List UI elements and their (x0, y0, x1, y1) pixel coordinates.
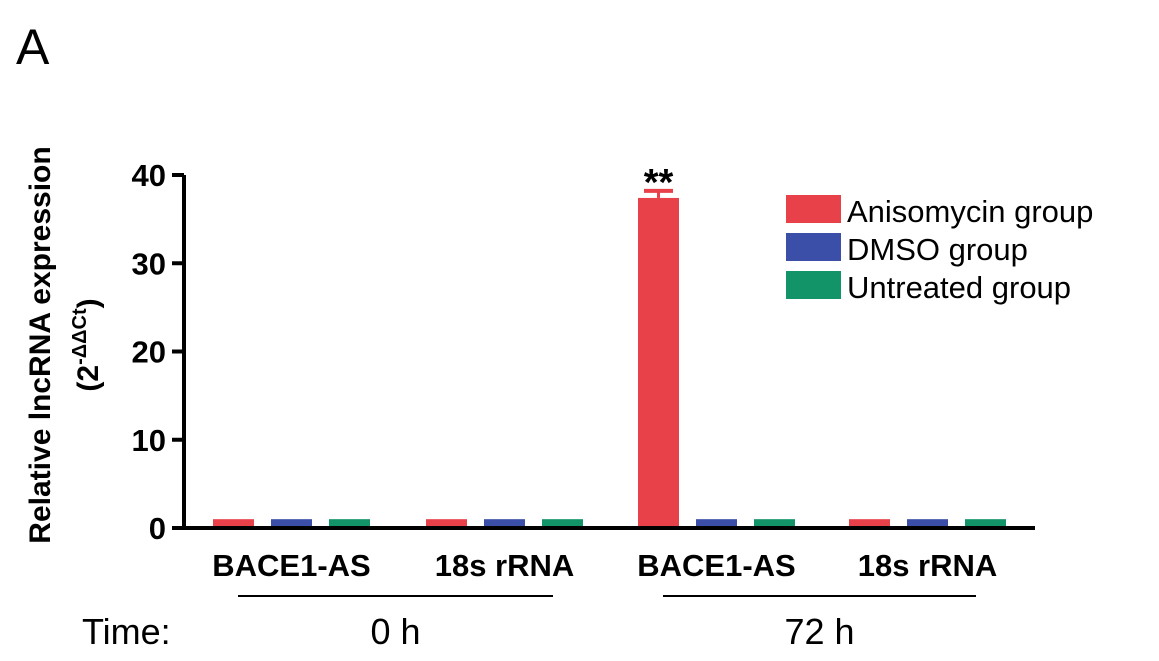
y-axis-unit-base: (2 (72, 365, 105, 392)
time-group-label: 72 h (784, 611, 854, 652)
y-axis-subtitle: (2-ΔΔCt) (69, 298, 105, 391)
bar (696, 519, 737, 528)
legend-label: Anisomycin group (847, 194, 1093, 229)
bar (907, 519, 948, 528)
x-tick-label: BACE1-AS (637, 548, 795, 583)
y-axis: 0 10 20 30 40 (132, 158, 186, 546)
bar (426, 519, 467, 528)
legend-swatch (786, 271, 841, 299)
x-tick-label: 18s rRNA (435, 548, 575, 583)
bar (484, 519, 525, 528)
y-axis-label: Relative lncRNA expression (24, 146, 57, 543)
y-tick-label: 0 (149, 511, 166, 546)
x-tick-label: 18s rRNA (858, 548, 998, 583)
bar (213, 519, 254, 528)
legend-swatch (786, 195, 841, 223)
legend-label: DMSO group (847, 232, 1028, 267)
bar (542, 519, 583, 528)
bar (271, 519, 312, 528)
legend-label: Untreated group (847, 270, 1071, 305)
x-tick-label: BACE1-AS (212, 548, 370, 583)
bar (754, 519, 795, 528)
y-tick-label: 40 (132, 158, 166, 193)
legend-swatch (786, 233, 841, 261)
bar (965, 519, 1006, 528)
bars: ** (213, 162, 1006, 528)
x-axis: BACE1-AS 18s rRNA BACE1-AS 18s rRNA (182, 526, 1035, 583)
panel-label: A (16, 19, 50, 75)
y-axis-unit-close: ) (72, 298, 105, 308)
time-label: Time: (82, 611, 171, 652)
y-tick-label: 10 (132, 423, 166, 458)
y-axis-title: Relative lncRNA expression (24, 146, 57, 543)
y-tick-label: 20 (132, 335, 166, 370)
y-axis-unit-exponent: -ΔΔCt (69, 308, 91, 365)
bar (329, 519, 370, 528)
time-group-label: 0 h (370, 611, 420, 652)
y-tick-label: 30 (132, 246, 166, 281)
significance-marker: ** (644, 162, 674, 204)
time-groups: Time: 0 h 72 h (82, 595, 976, 652)
bar (849, 519, 890, 528)
y-axis-unit: (2-ΔΔCt) (69, 298, 105, 391)
bar (638, 197, 679, 528)
